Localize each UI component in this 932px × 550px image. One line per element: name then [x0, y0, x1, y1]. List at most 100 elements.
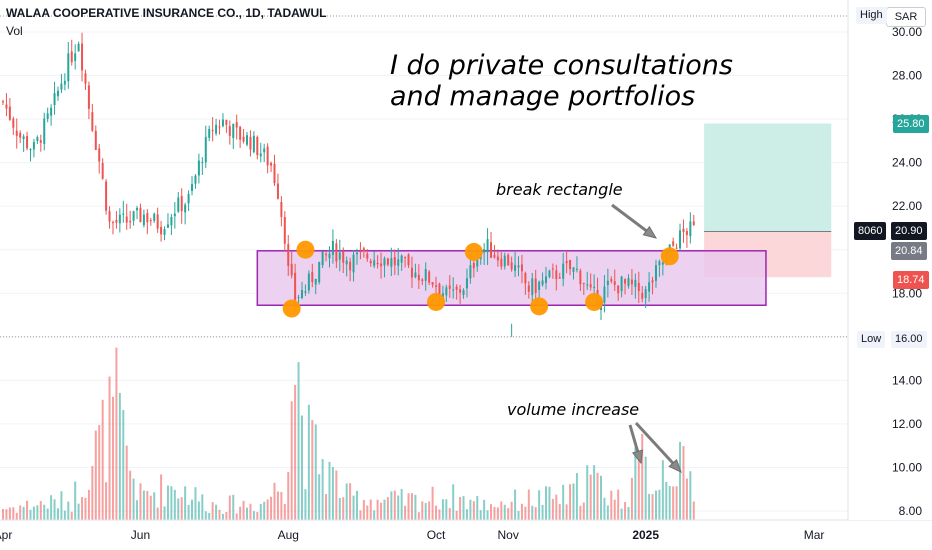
candle-body [541, 280, 544, 285]
volume-bar [362, 500, 365, 520]
candle-body [551, 268, 554, 270]
volume-bar [565, 504, 568, 520]
candle-body [331, 240, 334, 255]
candle-body [634, 279, 637, 287]
volume-bar [438, 509, 441, 520]
candle-body [493, 254, 496, 258]
candle-body [218, 126, 221, 128]
candle-body [637, 282, 640, 292]
candle-body [490, 242, 493, 258]
volume-bar [232, 494, 235, 520]
price-tick-label: 24.00 [892, 156, 922, 170]
candle-body [514, 264, 517, 271]
candle-body [67, 53, 70, 82]
touch-markers [282, 240, 679, 318]
volume-bar [160, 474, 163, 520]
candle-body [294, 272, 297, 300]
volume-bar [510, 501, 513, 520]
volume-bar [287, 471, 290, 520]
volume-bar [156, 507, 159, 520]
candle-body [380, 263, 383, 267]
candle-body [12, 118, 15, 128]
volume-bar [180, 497, 183, 520]
volume-bar [610, 490, 613, 520]
volume-bar [493, 506, 496, 520]
volume-bar [225, 511, 228, 520]
volume-bar [142, 490, 145, 520]
currency-selector[interactable]: SAR [886, 7, 926, 27]
volume-bar [228, 495, 231, 520]
volume-bar [118, 392, 121, 520]
candle-body [36, 137, 39, 142]
take-profit-badge: 25.80 [893, 115, 929, 133]
volume-bar [692, 501, 695, 520]
candle-body [545, 276, 548, 283]
candle-body [520, 264, 523, 272]
volume-bar [417, 512, 420, 520]
volume-bar [163, 506, 166, 520]
candle-body [149, 220, 152, 222]
volume-bar [599, 475, 602, 520]
volume-bar [246, 507, 249, 520]
consultation-note: I do private consultations and manage po… [390, 50, 733, 112]
volume-bar [459, 497, 462, 520]
candle-body [355, 252, 358, 255]
volume-bar [376, 499, 379, 520]
touch-marker [464, 242, 483, 261]
candle-body [132, 211, 135, 221]
volume-bar [593, 465, 596, 520]
candle-body [503, 255, 506, 267]
volume-bar [276, 491, 279, 520]
stop-loss-badge: 18.74 [893, 271, 929, 289]
candle-body [383, 258, 386, 266]
candle-body [204, 136, 207, 163]
candle-body [407, 254, 410, 266]
candle-body [682, 228, 685, 233]
candle-body [259, 153, 262, 157]
candle-body [246, 135, 249, 145]
price-axis-bg [849, 0, 932, 520]
volume-bar [218, 509, 221, 520]
volume-bar [524, 506, 527, 520]
volume-bar [29, 509, 32, 520]
volume-bar [39, 501, 42, 520]
volume-bar [252, 511, 255, 520]
candle-body [215, 124, 218, 134]
volume-bar [400, 488, 403, 520]
volume-bar [428, 501, 431, 520]
candle-body [624, 279, 627, 284]
candle-body [201, 162, 204, 164]
last-price-badge: 20.90 [891, 222, 927, 240]
volume-arrow-1-shaft [628, 424, 640, 452]
volume-bar [462, 496, 465, 520]
candle-body [476, 259, 479, 267]
candle-body [593, 286, 596, 288]
volume-bar [424, 503, 427, 520]
candle-body [94, 130, 97, 150]
candle-body [565, 261, 568, 264]
volume-bar [215, 504, 218, 520]
volume-bar [146, 490, 149, 520]
volume-bar [173, 489, 176, 520]
candle-body [184, 204, 187, 213]
price-tick-label: 8.00 [899, 504, 923, 518]
candle-body [335, 243, 338, 262]
volume-bar [149, 495, 152, 520]
volume-bar [300, 415, 303, 520]
volume-bar [641, 433, 644, 520]
volume-bar [490, 504, 493, 520]
volume-bar [194, 487, 197, 520]
volume-bar [94, 430, 97, 520]
candle-body [390, 258, 393, 267]
volume-bar [620, 508, 623, 520]
volume-bar [2, 509, 4, 520]
volume-bar [435, 505, 438, 520]
candle-body [156, 214, 159, 229]
volume-bar [352, 495, 355, 520]
candle-body [610, 279, 613, 282]
volume-bar [689, 471, 692, 520]
candle-body [459, 289, 462, 293]
candle-body [160, 226, 163, 235]
